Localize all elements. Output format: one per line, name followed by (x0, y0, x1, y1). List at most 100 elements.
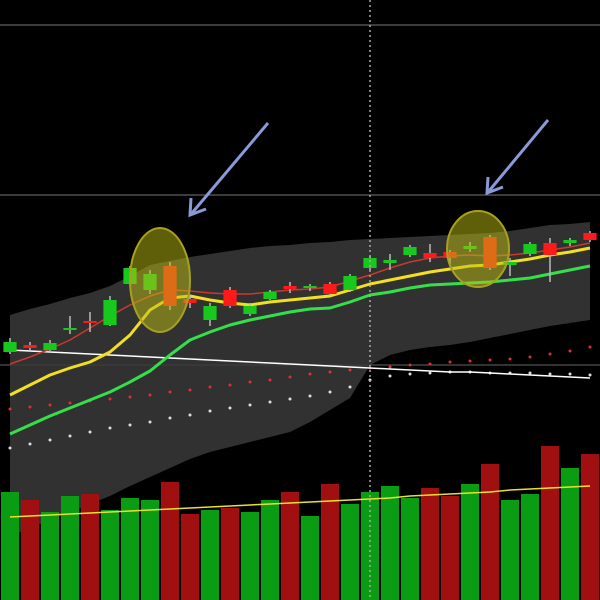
volume-bar (1, 492, 19, 600)
indicator-dot (108, 426, 112, 430)
indicator-dot (428, 371, 432, 375)
indicator-dot (528, 371, 532, 375)
indicator-dot (148, 393, 152, 397)
volume-bar (521, 494, 539, 600)
volume-bar (441, 496, 459, 600)
candle-body (563, 240, 577, 243)
indicator-dot (28, 442, 32, 446)
volume-bar (181, 514, 199, 600)
indicator-dot (228, 406, 232, 410)
volume-bar (241, 512, 259, 600)
indicator-dot (448, 360, 452, 364)
indicator-dot (408, 372, 412, 376)
indicator-dot (28, 405, 32, 409)
indicator-dot (308, 372, 312, 376)
volume-bar (161, 482, 179, 600)
indicator-dot (388, 365, 392, 369)
arrow-head (188, 197, 207, 218)
indicator-dot (568, 349, 572, 353)
indicator-dot (128, 395, 132, 399)
candle-body (323, 284, 337, 294)
volume-bar (221, 508, 239, 600)
indicator-dot (48, 403, 52, 407)
indicator-dot (68, 401, 72, 405)
candle-body (363, 258, 377, 268)
arrow (487, 119, 550, 192)
candle-body (103, 300, 117, 325)
candle-body (3, 342, 17, 352)
candle-body (223, 290, 237, 306)
indicator-dot (408, 363, 412, 367)
annotation-arrows (188, 119, 550, 218)
volume-bar (141, 500, 159, 600)
indicator-dot (48, 438, 52, 442)
volume-bar (381, 486, 399, 600)
indicator-dot (268, 400, 272, 404)
indicator-dot (508, 357, 512, 361)
indicator-dot (8, 446, 12, 450)
indicator-dot (568, 372, 572, 376)
indicator-dot (188, 388, 192, 392)
indicator-dot (128, 423, 132, 427)
indicator-dot (288, 375, 292, 379)
indicator-dot (528, 355, 532, 359)
indicator-dot (188, 413, 192, 417)
candle-body (83, 321, 97, 323)
indicator-dot (488, 358, 492, 362)
indicator-dot (388, 374, 392, 378)
candle-body (303, 286, 317, 288)
indicator-dot (348, 385, 352, 389)
candle-body (523, 244, 537, 254)
indicator-dot (348, 368, 352, 372)
indicator-dot (88, 430, 92, 434)
candle-body (43, 343, 57, 350)
indicator-dot (328, 370, 332, 374)
candle-body (203, 306, 217, 320)
indicator-dot (168, 390, 172, 394)
candle-body (63, 328, 77, 330)
volume-bar (461, 484, 479, 600)
candle-body (243, 306, 257, 314)
volume-bar (481, 464, 499, 600)
indicator-dot (208, 409, 212, 413)
volume-bar (501, 500, 519, 600)
volume-bar (541, 446, 559, 600)
candle-body (583, 233, 597, 240)
volume-bar (41, 512, 59, 600)
indicator-dot (468, 359, 472, 363)
candle-body (403, 247, 417, 255)
indicator-dot (288, 397, 292, 401)
volume-bar (401, 498, 419, 600)
indicator-dot (248, 403, 252, 407)
volume-bar (281, 492, 299, 600)
candle-body (263, 292, 277, 299)
indicator-dot (148, 420, 152, 424)
volume-bar (321, 484, 339, 600)
volume-bar (201, 510, 219, 600)
volume-average (9, 485, 591, 518)
indicator-dot (168, 416, 172, 420)
indicator-dot (268, 378, 272, 382)
candle-body (343, 276, 357, 290)
indicator-dot (308, 394, 312, 398)
indicator-dot (8, 407, 12, 411)
indicator-dot (248, 380, 252, 384)
indicator-dot (588, 373, 592, 377)
volume-bar (21, 500, 39, 600)
volume-bar (581, 454, 599, 600)
volume-bar (121, 498, 139, 600)
candle-body (543, 243, 557, 255)
highlight (129, 227, 191, 333)
volume-bar (101, 510, 119, 600)
candle-body (383, 260, 397, 263)
volume-bar (61, 496, 79, 600)
indicator-dot (428, 362, 432, 366)
arrow-head (485, 176, 504, 196)
indicator-dot (548, 372, 552, 376)
indicator-dot (208, 385, 212, 389)
indicator-dot (68, 434, 72, 438)
volume-bar (261, 500, 279, 600)
indicator-dot (588, 345, 592, 349)
